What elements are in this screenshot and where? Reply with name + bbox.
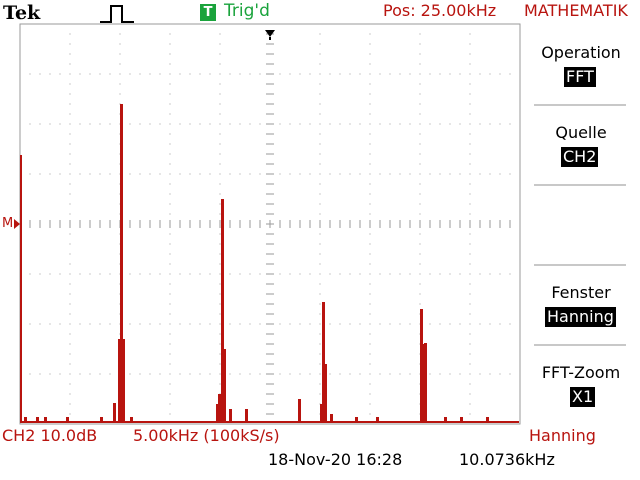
trigger-badge: T [200, 4, 216, 21]
source-label: Quelle [555, 123, 607, 142]
datetime-readout: 18-Nov-20 16:28 [268, 450, 403, 469]
frequency-scale: 5.00kHz (100kS/s) [133, 426, 280, 445]
menu-divider [534, 184, 626, 186]
fft-zoom-value[interactable]: X1 [570, 387, 596, 407]
frequency-readout: 10.0736kHz [459, 450, 555, 469]
math-marker-label: M [2, 216, 14, 231]
operation-label: Operation [541, 43, 621, 62]
trigger-position-marker [265, 30, 275, 37]
graticule [19, 23, 521, 425]
menu-divider [534, 104, 626, 106]
source-value[interactable]: CH2 [561, 147, 599, 167]
trigger-badge-label: T [203, 5, 213, 20]
operation-value[interactable]: FFT [564, 67, 596, 87]
menu-divider [534, 344, 626, 346]
brand-logo: Tek [3, 2, 41, 24]
position-readout: Pos: 25.00kHz [383, 1, 497, 20]
window-value[interactable]: Hanning [545, 307, 616, 327]
fft-trace [20, 104, 519, 423]
menu-name: MATHEMATIK [524, 1, 628, 20]
pulse-icon [100, 5, 134, 23]
trigger-status: Trig'd [224, 1, 270, 21]
math-marker-arrow [14, 219, 20, 229]
channel-scale: CH2 10.0dB [2, 426, 98, 445]
window-label: Fenster [551, 283, 611, 302]
fft-zoom-label: FFT-Zoom [541, 363, 621, 382]
menu-divider [534, 264, 626, 266]
window-readout: Hanning [529, 426, 596, 445]
